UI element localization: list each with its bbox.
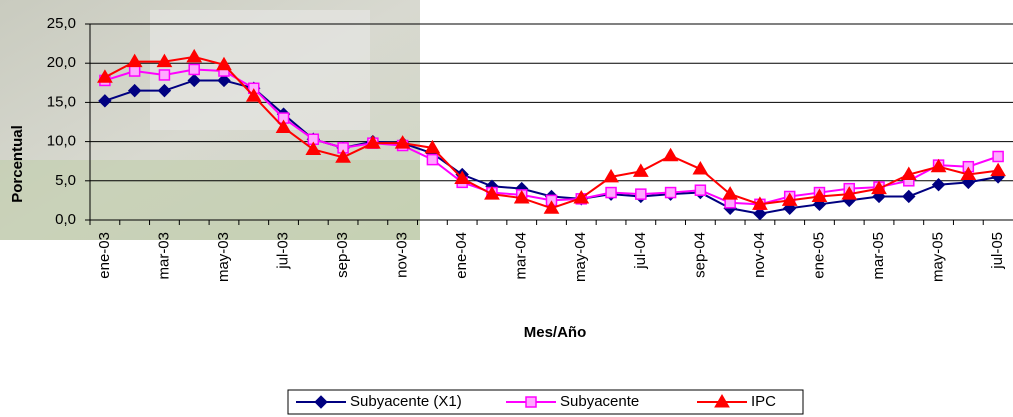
data-point [157, 83, 172, 98]
data-point [692, 161, 709, 175]
background-building [150, 10, 370, 130]
x-tick-label: may-05 [930, 232, 947, 282]
x-tick-label: ene-05 [810, 232, 827, 279]
legend-label: IPC [751, 393, 776, 410]
data-point [722, 186, 739, 200]
data-point [98, 94, 112, 108]
data-point [525, 396, 537, 408]
x-tick-label: mar-03 [155, 232, 172, 280]
x-tick-label: may-03 [215, 232, 232, 282]
data-point [127, 83, 142, 98]
x-tick-label: ene-04 [453, 232, 470, 279]
x-tick-label: sep-03 [334, 232, 351, 278]
x-tick-label: may-04 [572, 232, 589, 282]
data-point [245, 88, 262, 102]
data-point [694, 184, 707, 196]
data-point [930, 158, 947, 173]
data-point [990, 162, 1006, 177]
data-point [335, 149, 351, 163]
data-point [454, 170, 471, 184]
y-tick-label: 10,0 [47, 133, 76, 150]
x-tick-label: sep-04 [691, 232, 708, 278]
data-point [902, 189, 916, 204]
data-point [662, 147, 679, 162]
data-point [126, 53, 143, 68]
x-tick-label: ene-03 [96, 232, 113, 279]
data-point [188, 63, 200, 76]
data-point [781, 192, 798, 206]
legend-label: Subyacente [560, 393, 639, 410]
data-point [752, 196, 768, 210]
legend-label: Subyacente (X1) [350, 393, 462, 410]
data-point [216, 56, 232, 71]
y-tick-label: 15,0 [47, 93, 76, 110]
y-tick-label: 0,0 [55, 211, 76, 228]
data-point [305, 141, 322, 155]
data-point [364, 135, 381, 149]
data-point [186, 48, 203, 63]
x-tick-label: jul-04 [632, 232, 649, 270]
data-point [128, 65, 141, 77]
x-tick-label: jul-03 [275, 232, 292, 270]
data-point [484, 186, 500, 200]
x-tick-label: mar-05 [870, 232, 887, 280]
data-point [900, 166, 917, 181]
data-point [573, 190, 590, 204]
data-point [314, 395, 328, 409]
data-point [841, 186, 858, 200]
data-point [394, 135, 411, 149]
data-point [960, 166, 977, 181]
data-point [603, 168, 619, 183]
data-point [275, 119, 292, 133]
x-tick-label: mar-04 [513, 232, 530, 280]
x-tick-label: nov-03 [394, 232, 411, 278]
data-point [424, 139, 441, 154]
data-point [426, 153, 439, 166]
data-point [97, 69, 113, 83]
data-point [871, 180, 887, 195]
background-lawn [0, 160, 420, 240]
data-point [635, 188, 647, 200]
x-axis-title: Mes/Año [524, 324, 587, 341]
x-tick-label: nov-04 [751, 232, 768, 278]
data-point [605, 186, 617, 199]
data-point [811, 188, 828, 202]
data-point [158, 69, 171, 81]
y-tick-label: 5,0 [55, 172, 76, 189]
y-tick-label: 20,0 [47, 54, 76, 71]
data-point [156, 53, 173, 68]
data-point [513, 190, 530, 204]
data-point [543, 200, 560, 214]
x-tick-label: jul-05 [989, 232, 1006, 270]
data-point [714, 394, 730, 408]
data-point [217, 73, 231, 88]
y-axis-title: Porcentual [9, 125, 26, 203]
data-point [992, 150, 1004, 163]
data-point [187, 73, 201, 88]
data-point [632, 163, 649, 177]
data-point [664, 186, 677, 199]
data-point [931, 178, 946, 192]
y-tick-label: 25,0 [47, 15, 76, 32]
data-point [753, 207, 767, 221]
